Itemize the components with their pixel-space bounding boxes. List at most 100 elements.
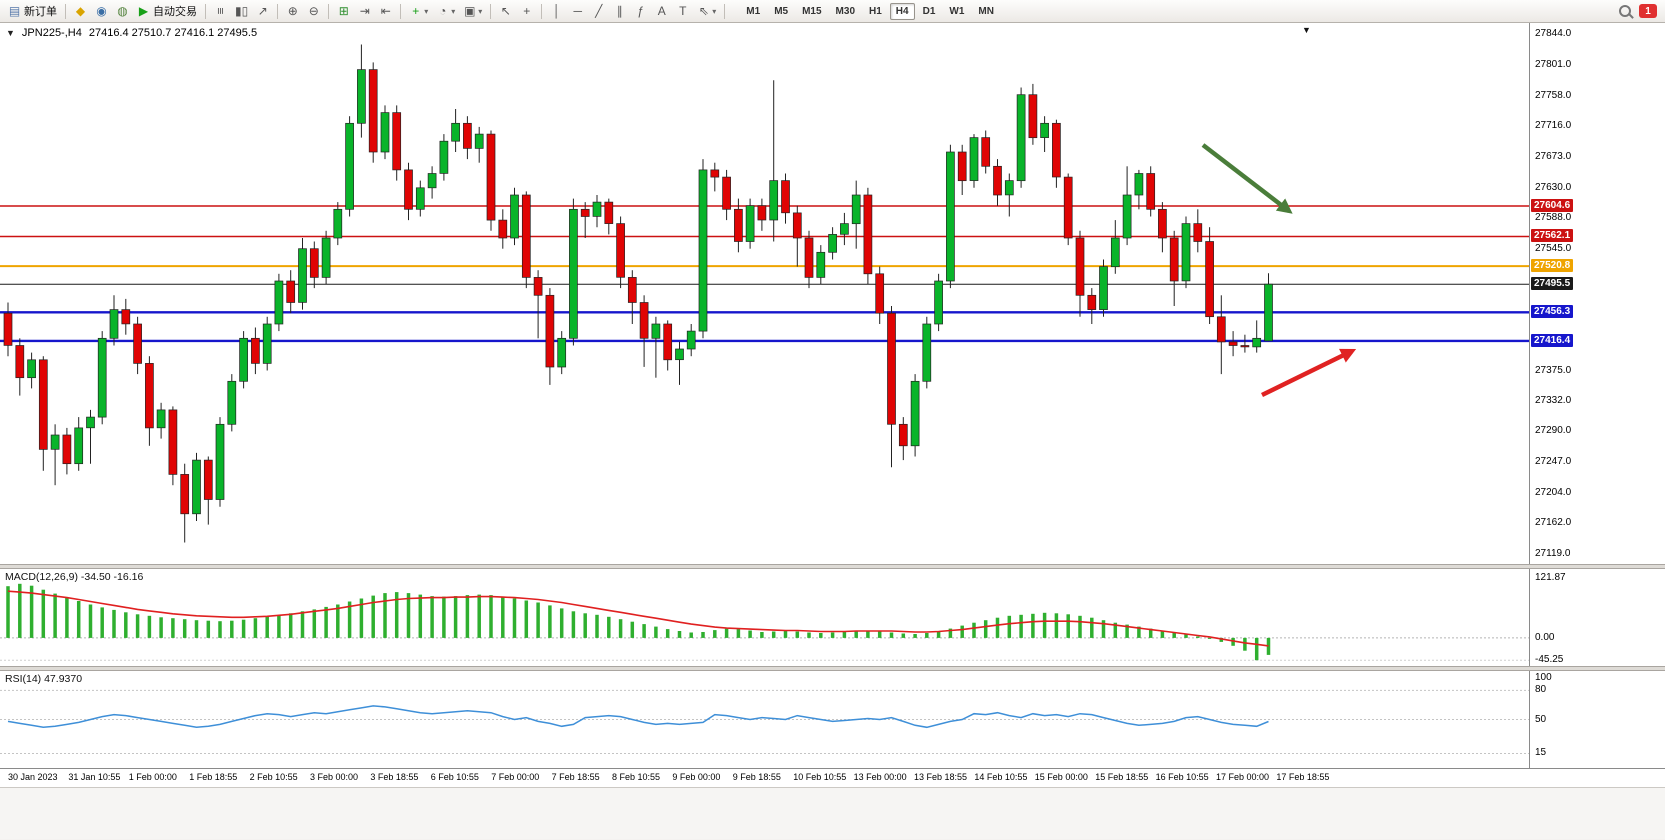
timeframe-mn[interactable]: MN xyxy=(978,5,994,17)
tile-windows-button[interactable]: ⊞ xyxy=(334,2,353,21)
vertical-line-button[interactable]: │ xyxy=(547,2,566,21)
time-axis-label: 3 Feb 00:00 xyxy=(310,772,359,782)
price-axis-label: 27204.0 xyxy=(1535,487,1572,499)
time-axis-label: 31 Jan 10:55 xyxy=(68,772,121,782)
trend-arrows[interactable] xyxy=(1201,143,1357,398)
cursor-icon: ↖ xyxy=(500,4,511,18)
line-chart-button[interactable]: ↗ xyxy=(253,2,272,21)
candlestick-chart[interactable] xyxy=(0,23,1529,564)
fibonacci-icon: ƒ xyxy=(637,4,645,18)
market-watch-button[interactable]: ◉ xyxy=(92,2,111,21)
line-chart-icon: ↗ xyxy=(257,4,268,18)
window-bottom-area xyxy=(0,787,1665,839)
notification-badge[interactable]: 1 xyxy=(1639,4,1657,18)
toolbar-separator xyxy=(541,3,543,19)
timeframe-h1[interactable]: H1 xyxy=(869,5,882,17)
channel-button[interactable]: ∥ xyxy=(610,2,629,21)
metaeditor-button[interactable]: ◆ xyxy=(71,2,90,21)
dropdown-arrow-icon[interactable]: ▾ xyxy=(478,6,483,16)
price-tag: 27456.3 xyxy=(1531,305,1574,319)
timeframe-h4[interactable]: H4 xyxy=(889,2,915,20)
text-icon: A xyxy=(657,4,666,18)
macd-signal-line xyxy=(7,590,1269,647)
new-order-button[interactable]: ▤ 新订单 xyxy=(5,2,60,21)
search-icon[interactable] xyxy=(1619,5,1631,17)
terminal-button[interactable]: ◍ xyxy=(113,2,132,21)
time-axis-label: 9 Feb 00:00 xyxy=(672,772,721,782)
zoom-in-button[interactable]: ⊕ xyxy=(283,2,302,21)
dropdown-arrow-icon[interactable]: ▾ xyxy=(451,6,456,16)
arrow-tool-icon: ⇖ xyxy=(698,4,709,18)
templates-button[interactable]: ▣ ▾ xyxy=(460,2,485,21)
timeframe-d1[interactable]: D1 xyxy=(922,5,936,17)
macd-axis: 121.87 0.00 -45.25 xyxy=(1529,569,1665,666)
new-order-button-label: 新订单 xyxy=(24,6,57,18)
time-axis-label: 2 Feb 10:55 xyxy=(249,772,298,782)
chart-symbol-label: ▼ JPN225-,H4 27416.4 27510.7 27416.1 274… xyxy=(6,27,257,39)
price-axis-label: 27247.0 xyxy=(1535,456,1572,468)
rsi-indicator[interactable] xyxy=(0,671,1529,768)
rsi-panel: RSI(14) 47.9370 100 80 50 15 xyxy=(0,671,1665,768)
crosshair-icon: + xyxy=(523,4,531,18)
timeframe-m30[interactable]: M30 xyxy=(835,5,855,17)
time-axis-label: 9 Feb 18:55 xyxy=(732,772,781,782)
macd-indicator[interactable] xyxy=(0,569,1529,666)
chart-shift-button[interactable]: ⇤ xyxy=(376,2,395,21)
horizontal-line-button[interactable]: ─ xyxy=(568,2,587,21)
macd-axis-label: -45.25 xyxy=(1535,654,1564,666)
panel-divider[interactable] xyxy=(0,564,1665,569)
indicators-button[interactable]: + ▾ xyxy=(406,2,431,21)
label-button[interactable]: T xyxy=(673,2,692,21)
crosshair-button[interactable]: + xyxy=(517,2,536,21)
trendline-icon: ╱ xyxy=(595,4,603,18)
dropdown-arrow-icon[interactable]: ▾ xyxy=(712,6,717,16)
vertical-line-icon: │ xyxy=(553,4,561,18)
toolbar-separator xyxy=(277,3,279,19)
timeframe-m1[interactable]: M1 xyxy=(746,5,761,17)
time-axis-label: 17 Feb 00:00 xyxy=(1216,772,1270,782)
text-button[interactable]: A xyxy=(652,2,671,21)
timeframe-m5[interactable]: M5 xyxy=(774,5,789,17)
level-lines[interactable] xyxy=(0,205,1529,343)
cursor-button[interactable]: ↖ xyxy=(496,2,515,21)
chart-dropdown-icon[interactable]: ▼ xyxy=(1302,25,1311,35)
auto-trading-play-icon: ▶ xyxy=(138,4,149,18)
time-axis-label: 13 Feb 00:00 xyxy=(853,772,907,782)
price-axis-label: 27716.0 xyxy=(1535,120,1572,132)
symbol-timeframe-text: JPN225-,H4 xyxy=(21,27,82,39)
indicators-add-icon: + xyxy=(412,4,420,18)
panel-divider[interactable] xyxy=(0,666,1665,671)
toolbar-separator xyxy=(328,3,330,19)
fibonacci-button[interactable]: ƒ xyxy=(631,2,650,21)
candlestick-chart-button[interactable]: ▮▯ xyxy=(232,2,251,21)
toolbar-right-group: 1 xyxy=(1619,4,1661,18)
horizontal-line-icon: ─ xyxy=(573,4,583,18)
toolbar-separator xyxy=(400,3,402,19)
arrows-tool-button[interactable]: ⇖ ▾ xyxy=(694,2,719,21)
zoom-out-button[interactable]: ⊖ xyxy=(304,2,323,21)
price-axis-label: 27545.0 xyxy=(1535,242,1572,254)
candlestick-chart-icon: ▮▯ xyxy=(235,4,249,18)
rsi-axis-label: 100 xyxy=(1535,672,1552,683)
price-axis-label: 27375.0 xyxy=(1535,364,1572,376)
tile-windows-icon: ⊞ xyxy=(338,4,349,18)
time-axis-label: 13 Feb 18:55 xyxy=(914,772,968,782)
trendline-button[interactable]: ╱ xyxy=(589,2,608,21)
time-axis-label: 15 Feb 18:55 xyxy=(1095,772,1149,782)
toolbar: ▤ 新订单 ◆ ◉ ◍ ▶ 自动交易 ≡ ▮▯ ↗ ⊕ ⊖ ⊞ ⇥ ⇤ + ▾ ◔ ▾ ▣ ▾ ↖ + │ ─ ╱ ∥ ƒ A T ⇖ ▾ M1… xyxy=(0,0,1665,23)
auto-trading-button[interactable]: ▶ 自动交易 xyxy=(134,2,200,21)
toolbar-separator xyxy=(65,3,66,19)
periods-button[interactable]: ◔ ▾ xyxy=(433,2,458,21)
quick-trade-arrow-icon[interactable]: ▼ xyxy=(6,28,15,38)
main-chart-panel: ▼ JPN225-,H4 27416.4 27510.7 27416.1 274… xyxy=(0,23,1665,564)
zoom-out-icon: ⊖ xyxy=(308,4,319,18)
auto-scroll-button[interactable]: ⇥ xyxy=(355,2,374,21)
timeframe-w1[interactable]: W1 xyxy=(949,5,965,17)
bar-chart-button[interactable]: ≡ xyxy=(211,2,230,21)
dropdown-arrow-icon[interactable]: ▾ xyxy=(424,6,429,16)
market-watch-icon: ◉ xyxy=(96,4,107,18)
price-tag: 27520.8 xyxy=(1531,259,1574,273)
terminal-icon: ◍ xyxy=(117,4,128,18)
timeframe-m15[interactable]: M15 xyxy=(802,5,822,17)
macd-label: MACD(12,26,9) -34.50 -16.16 xyxy=(5,571,144,583)
